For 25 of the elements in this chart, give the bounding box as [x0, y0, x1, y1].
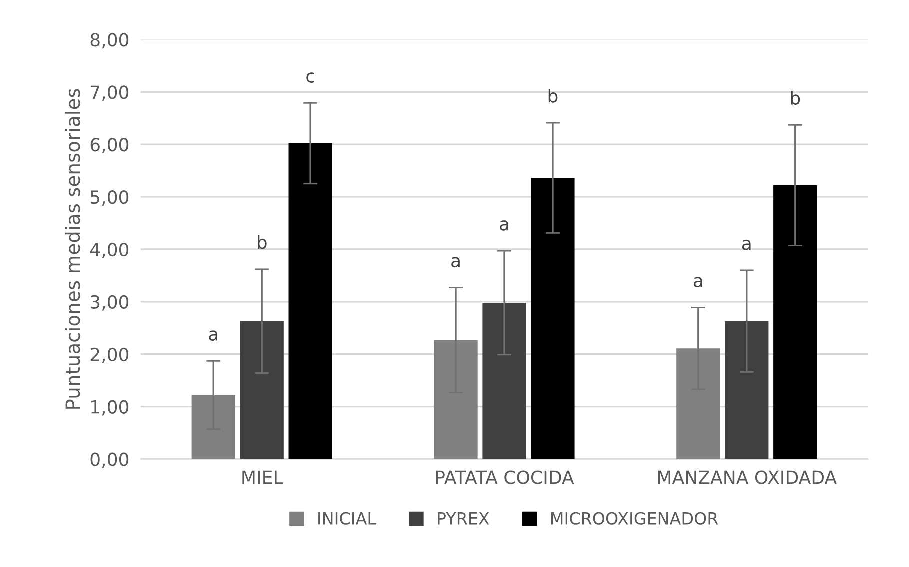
- y-tick-label: 2,00: [90, 348, 129, 364]
- annotation: a: [209, 330, 218, 342]
- y-tick-label: 1,00: [92, 400, 129, 416]
- y-tick-label: 8,00: [90, 33, 129, 49]
- y-tick-label: 6,00: [90, 138, 129, 154]
- x-tick-label: PATATA COCIDA: [436, 470, 574, 484]
- x-tick-label: MANZANA OXIDADA: [658, 470, 837, 484]
- annotation: a: [452, 257, 460, 268]
- legend-label: PYREX: [438, 512, 490, 525]
- annotation: b: [548, 88, 558, 103]
- annotation: c: [306, 72, 314, 83]
- annotation: a: [694, 277, 702, 288]
- y-tick-label: 0,00: [90, 452, 129, 468]
- legend-label: MICROOXIGENADOR: [551, 512, 718, 525]
- y-tick-label: 5,00: [90, 190, 129, 206]
- annotation: a: [500, 220, 508, 231]
- y-tick-label: 7,00: [91, 86, 129, 102]
- y-axis-title: Puntuaciones medias sensoriales: [65, 89, 80, 409]
- annotation: b: [791, 91, 800, 106]
- y-tick-label: 4,00: [90, 242, 129, 258]
- x-tick-label: MIEL: [242, 470, 284, 484]
- annotation: a: [742, 240, 751, 250]
- annotation: b: [258, 235, 267, 250]
- y-tick-label: 3,00: [90, 295, 129, 311]
- legend-label: INICIAL: [318, 512, 376, 525]
